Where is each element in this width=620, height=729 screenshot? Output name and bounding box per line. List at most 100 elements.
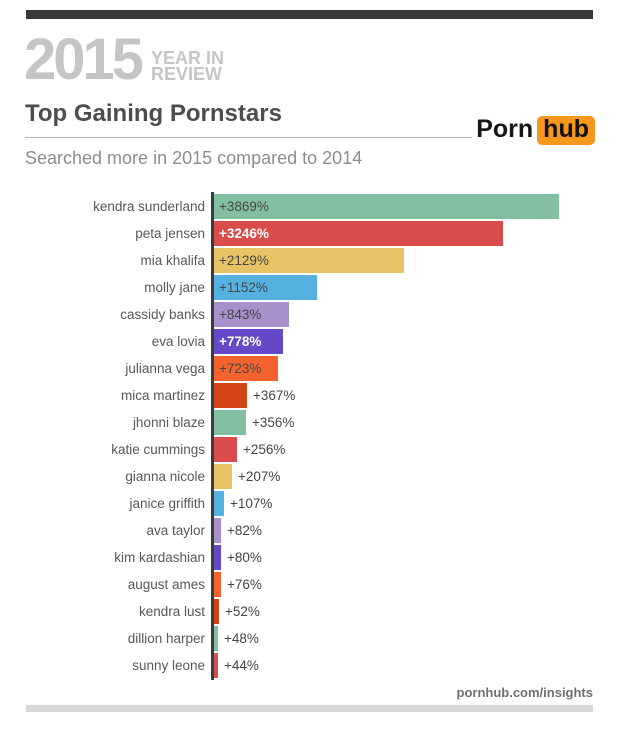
chart-row: kendra sunderland +3869% [25,194,595,219]
bar [214,545,221,570]
masthead-tagline-line2: REVIEW [151,64,223,84]
pornhub-logo: Porn hub [476,116,595,145]
chart-row: gianna nicole +207% [25,464,595,489]
bar-track: +207% [214,464,595,489]
top-accent-bar [26,10,593,19]
bar [214,491,224,516]
bar: +3869% [214,194,559,219]
chart-row: dillion harper +48% [25,626,595,651]
bar [214,464,232,489]
bar-value: +778% [219,334,262,349]
bar-label: katie cummings [111,442,205,457]
pornhub-logo-text-left: Porn [476,115,534,143]
chart-row: august ames +76% [25,572,595,597]
bar [214,653,218,678]
chart-row: eva lovia +778% [25,329,595,354]
chart-row: ava taylor +82% [25,518,595,543]
bar-value: +367% [253,388,296,403]
bar-track: +3246% [214,221,595,246]
masthead-year: 2015 [24,27,144,92]
bar-label: dillion harper [127,631,205,646]
bar-value: +3246% [219,226,269,241]
bar-label: eva lovia [151,334,205,349]
bar-value: +1152% [219,280,268,295]
bar-value: +107% [230,496,273,511]
bar: +723% [214,356,278,381]
bar-value: +256% [243,442,286,457]
chart-row: cassidy banks +843% [25,302,595,327]
bottom-accent-bar [26,705,593,712]
chart-row: mica martinez +367% [25,383,595,408]
bar-value: +82% [227,523,262,538]
masthead-tagline: YEAR IN REVIEW [151,48,225,84]
bar-track: +367% [214,383,595,408]
bar: +3246% [214,221,503,246]
bar-label: august ames [127,577,205,592]
chart-axis-line [211,192,214,680]
bar [214,518,221,543]
pornhub-logo-badge: hub [537,116,595,145]
bar-track: +356% [214,410,595,435]
bar-track: +723% [214,356,595,381]
chart-row: janice griffith +107% [25,491,595,516]
bar-label: julianna vega [125,361,205,376]
year-in-review-logo: 2015 YEAR IN REVIEW [24,27,225,92]
bar-track: +1152% [214,275,595,300]
bar-value: +723% [219,361,262,376]
bar: +1152% [214,275,317,300]
bar-track: +80% [214,545,595,570]
bar: +2129% [214,248,404,273]
bar [214,383,247,408]
bar-value: +80% [227,550,262,565]
bar-label: janice griffith [129,496,205,511]
bar-label: jhonni blaze [132,415,205,430]
bar-value: +356% [252,415,295,430]
bar-value: +76% [227,577,262,592]
bar-label: peta jensen [135,226,205,241]
bar-label: kim kardashian [114,550,205,565]
chart-row: mia khalifa +2129% [25,248,595,273]
bar [214,410,246,435]
masthead-tagline-line1: YEAR IN [151,48,225,68]
bar: +843% [214,302,289,327]
bar-label: sunny leone [132,658,205,673]
chart-subtitle: Searched more in 2015 compared to 2014 [25,148,363,168]
bar-label: ava taylor [146,523,205,538]
bar-track: +76% [214,572,595,597]
bar [214,572,221,597]
bar-label: gianna nicole [125,469,205,484]
bar-track: +82% [214,518,595,543]
bar-track: +107% [214,491,595,516]
page-title: Top Gaining Pornstars [25,100,282,127]
bar-track: +44% [214,653,595,678]
bar-value: +52% [225,604,260,619]
bar-label: mica martinez [120,388,205,403]
bar [214,626,218,651]
bar-chart: kendra sunderland +3869% peta jensen +3246%… [25,192,595,680]
footer-url: pornhub.com/insights [456,685,594,700]
bar-label: cassidy banks [120,307,205,322]
chart-rows: kendra sunderland +3869% peta jensen +3246%… [25,194,595,678]
chart-row: katie cummings +256% [25,437,595,462]
bar-label: kendra sunderland [93,199,205,214]
bar-track: +2129% [214,248,595,273]
chart-header: Top Gaining Pornstars Porn hub Searched m… [25,100,595,169]
chart-row: sunny leone +44% [25,653,595,678]
bar-track: +778% [214,329,595,354]
bar-value: +207% [238,469,281,484]
bar [214,437,237,462]
chart-row: kim kardashian +80% [25,545,595,570]
bar: +778% [214,329,283,354]
bar-value: +48% [224,631,259,646]
bar-track: +52% [214,599,595,624]
title-underline [25,137,472,138]
bar-label: kendra lust [138,604,205,619]
chart-row: peta jensen +3246% [25,221,595,246]
bar-track: +843% [214,302,595,327]
bar-value: +3869% [219,199,269,214]
chart-row: molly jane +1152% [25,275,595,300]
chart-row: jhonni blaze +356% [25,410,595,435]
bar-track: +3869% [214,194,595,219]
bar-value: +44% [224,658,259,673]
